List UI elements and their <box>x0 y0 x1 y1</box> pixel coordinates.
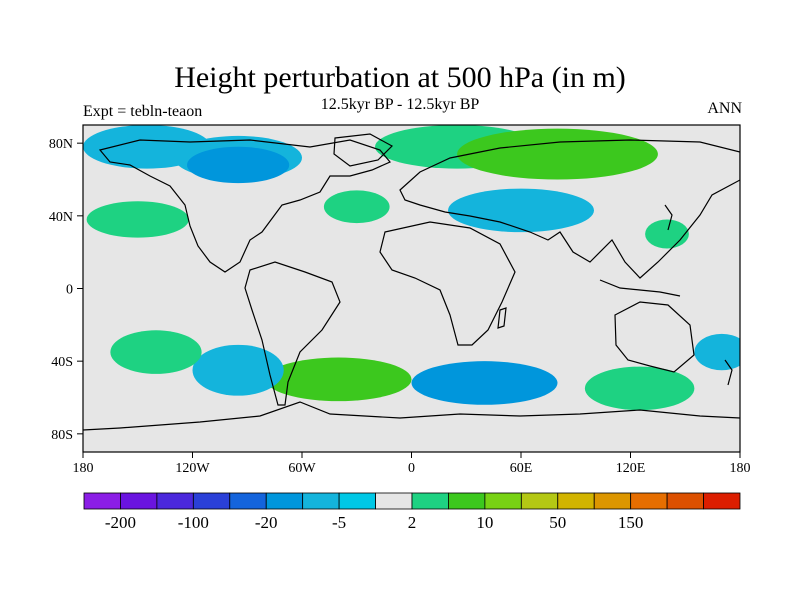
coastline-africa <box>379 221 516 346</box>
coastline-japan <box>664 204 673 231</box>
contour-south-pacific-neg <box>192 344 284 396</box>
coastline-eurasia <box>399 139 740 279</box>
colorbar-swatch <box>630 492 668 510</box>
colorbar-label: 10 <box>476 513 493 532</box>
contour-asia-neg <box>448 188 594 233</box>
colorbar-swatch <box>338 492 376 510</box>
colorbar-label: -5 <box>332 513 346 532</box>
contour-japan-pos <box>645 219 689 249</box>
colorbar-label: 150 <box>618 513 644 532</box>
lon-tick-label: 60W <box>288 461 316 476</box>
colorbar-swatch <box>703 492 741 510</box>
contour-eurasia-pos2 <box>457 128 658 180</box>
coastline-madagascar <box>497 307 507 329</box>
colorbar-swatch <box>192 492 231 510</box>
lon-tick-label: 120W <box>175 461 210 476</box>
colorbar-swatch <box>120 492 158 510</box>
contour-atlantic-pos <box>323 190 390 224</box>
colorbar-label: 2 <box>408 513 417 532</box>
season-label: ANN <box>707 100 742 117</box>
contour-fields <box>83 125 740 411</box>
lat-tick-label: 40S <box>51 355 73 370</box>
contour-south-atlantic-pos <box>265 357 412 402</box>
coastlines <box>83 133 740 431</box>
contour-south-indian-neg <box>411 361 558 405</box>
colorbar-swatch <box>484 492 522 510</box>
colorbar: -200 -100 -20 -5 2 10 50 150 <box>83 492 741 532</box>
contour-south-pacific-pos <box>110 330 202 374</box>
colorbar-label: 50 <box>549 513 566 532</box>
lat-tick-label: 0 <box>66 283 73 298</box>
coastline-north-america <box>98 139 391 273</box>
coastline-antarctica <box>83 401 740 431</box>
colorbar-swatch <box>265 492 304 510</box>
lon-tick-label: 180 <box>730 461 751 476</box>
lon-tick-label: 120E <box>616 461 646 476</box>
colorbar-swatch <box>375 492 413 510</box>
lat-tick-label: 80N <box>49 137 73 152</box>
colorbar-label: -200 <box>105 513 136 532</box>
contour-aus-south-pos <box>584 366 695 411</box>
colorbar-swatch <box>593 492 632 510</box>
colorbar-swatch <box>448 492 486 510</box>
coastline-indonesia <box>599 279 681 297</box>
contour-canada-neg <box>187 146 290 184</box>
coastline-greenland <box>333 133 393 167</box>
coastline-australia <box>614 301 695 373</box>
colorbar-swatch <box>83 492 121 510</box>
latitude-ticks: 80N 40N 0 40S 80S <box>49 137 83 443</box>
colorbar-swatch <box>520 492 559 510</box>
colorbar-label: -20 <box>255 513 278 532</box>
coastline-south-america <box>244 261 341 406</box>
lon-tick-label: 180 <box>73 461 94 476</box>
colorbar-swatch <box>557 492 595 510</box>
colorbar-swatch <box>302 492 340 510</box>
contour-aus-east-neg <box>694 333 740 371</box>
lat-tick-label: 40N <box>49 210 73 225</box>
lon-tick-label: 60E <box>510 461 533 476</box>
contour-pacific-pos <box>86 201 189 238</box>
plot-title: Height perturbation at 500 hPa (in m) <box>174 61 626 94</box>
longitude-ticks: 180 120W 60W 0 60E 120E 180 <box>73 452 751 476</box>
plot-subtitle: 12.5kyr BP - 12.5kyr BP <box>320 96 480 113</box>
coastline-new-zealand <box>724 359 733 386</box>
colorbar-swatch <box>229 492 267 510</box>
experiment-label: Expt = tebln-teaon <box>83 103 203 120</box>
lon-tick-label: 0 <box>408 461 415 476</box>
colorbar-swatch <box>156 492 194 510</box>
colorbar-swatch <box>666 492 704 510</box>
colorbar-label: -100 <box>178 513 209 532</box>
lat-tick-label: 80S <box>51 428 73 443</box>
colorbar-swatch <box>411 492 449 510</box>
